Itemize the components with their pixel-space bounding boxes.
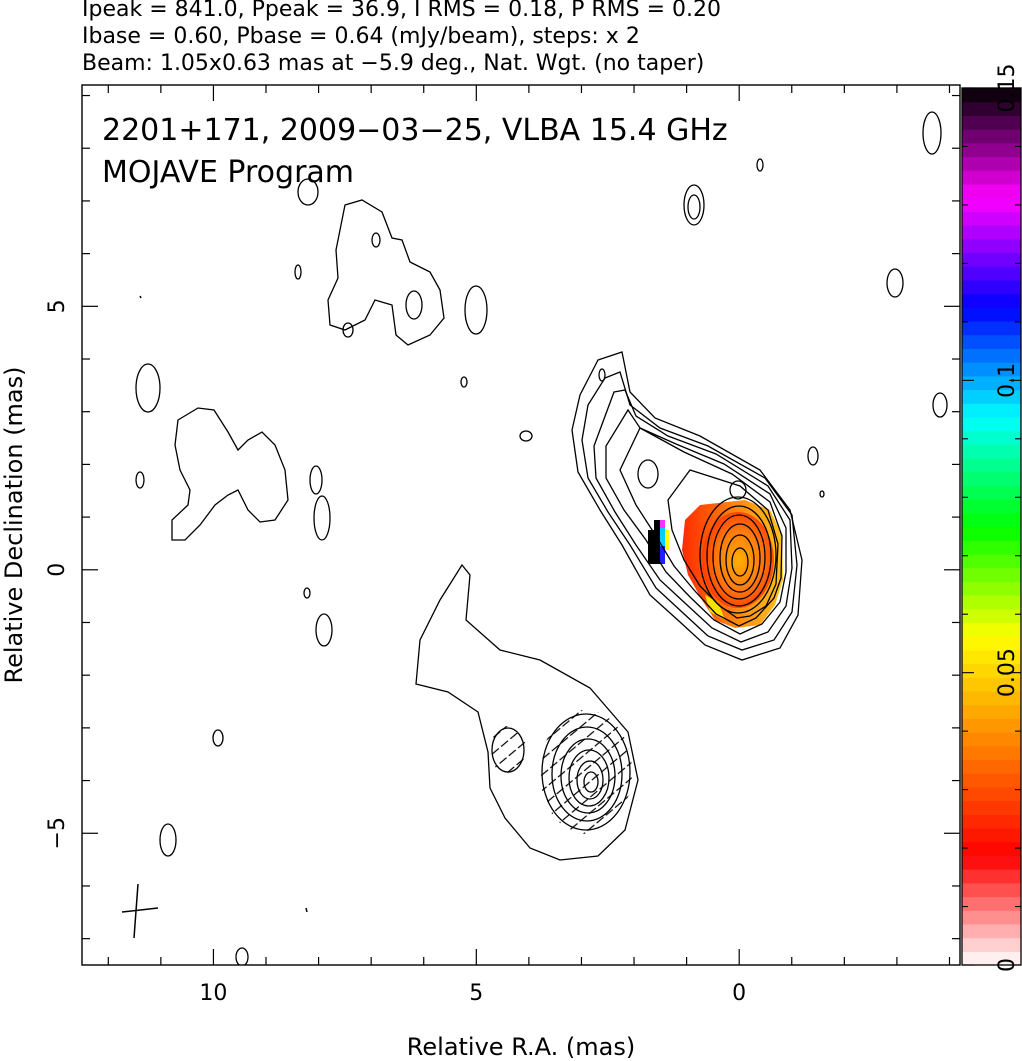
colorbar-step bbox=[962, 457, 1021, 473]
program-annotation: MOJAVE Program bbox=[102, 155, 354, 190]
colorbar-step bbox=[962, 869, 1021, 884]
colorbar-step bbox=[962, 937, 1021, 952]
colorbar-step bbox=[962, 923, 1021, 939]
colorbar-step bbox=[962, 266, 1021, 281]
total-intensity-contours bbox=[135, 111, 948, 965]
colorbar-step bbox=[962, 156, 1021, 171]
x-tick-label: 5 bbox=[469, 981, 483, 1006]
colorbar-step bbox=[962, 896, 1021, 911]
colorbar-step bbox=[962, 211, 1021, 226]
colorbar-step bbox=[962, 142, 1021, 158]
colorbar-step bbox=[962, 403, 1021, 418]
colorbar-step bbox=[962, 170, 1021, 185]
colorbar-tick-label: 0.05 bbox=[995, 648, 1020, 697]
colorbar-step bbox=[962, 320, 1021, 336]
colorbar-step bbox=[962, 512, 1021, 528]
axis-ticks bbox=[82, 85, 960, 965]
colorbar-step bbox=[962, 581, 1021, 596]
colorbar-step bbox=[962, 430, 1021, 445]
colorbar-step bbox=[962, 279, 1021, 295]
x-tick-labels: 10 5 0 bbox=[199, 981, 746, 1006]
header-line-1: Ipeak = 841.0, Ppeak = 36.9, I RMS = 0.1… bbox=[82, 0, 721, 22]
y-tick-label: 0 bbox=[45, 563, 70, 577]
plot-frame bbox=[81, 84, 961, 966]
colorbar-step bbox=[962, 910, 1021, 925]
colorbar-step bbox=[962, 786, 1021, 802]
colorbar-step bbox=[962, 389, 1021, 404]
polarization-color-map bbox=[648, 500, 783, 628]
colorbar-step bbox=[962, 540, 1021, 555]
colorbar-step bbox=[962, 499, 1021, 514]
colorbar-step bbox=[962, 636, 1021, 651]
colorbar-step bbox=[962, 115, 1021, 130]
colorbar-step bbox=[962, 595, 1021, 610]
colorbar-step bbox=[962, 88, 1021, 103]
colorbar-step bbox=[962, 608, 1021, 624]
colorbar-step bbox=[962, 718, 1021, 733]
y-tick-label: 5 bbox=[45, 299, 70, 313]
x-axis-title: Relative R.A. (mas) bbox=[407, 1033, 635, 1061]
colorbar-step bbox=[962, 444, 1021, 459]
header-line-3: Beam: 1.05x0.63 mas at −5.9 deg., Nat. W… bbox=[82, 51, 705, 76]
colorbar-step bbox=[962, 841, 1021, 856]
colorbar-step bbox=[962, 567, 1021, 582]
colorbar-step bbox=[962, 649, 1021, 665]
x-tick-label: 0 bbox=[732, 981, 746, 1006]
colorbar-step bbox=[962, 663, 1021, 678]
colorbar-step bbox=[962, 101, 1021, 117]
colorbar-step bbox=[962, 485, 1021, 500]
x-tick-label: 10 bbox=[199, 981, 227, 1006]
colorbar-step bbox=[962, 704, 1021, 719]
colorbar-step bbox=[962, 800, 1021, 815]
y-axis-title: Relative Declination (mas) bbox=[0, 366, 28, 683]
colorbar-step bbox=[962, 348, 1021, 363]
colorbar-step bbox=[962, 334, 1021, 349]
colorbar-step bbox=[962, 183, 1021, 199]
colorbar-step bbox=[962, 225, 1021, 240]
colorbar-step bbox=[962, 553, 1021, 569]
y-tick-label: −5 bbox=[45, 817, 70, 849]
colorbar-step bbox=[962, 951, 1021, 966]
colorbar-step bbox=[962, 362, 1021, 377]
colorbar-step bbox=[962, 732, 1021, 747]
colorbar-tick-label: 0.15 bbox=[995, 64, 1020, 113]
y-tick-labels: 5 0 −5 bbox=[45, 299, 70, 849]
colorbar-step bbox=[962, 526, 1021, 541]
colorbar-step bbox=[962, 622, 1021, 637]
colorbar-step bbox=[962, 855, 1021, 870]
colorbar-step bbox=[962, 197, 1021, 212]
colorbar-step bbox=[962, 129, 1021, 144]
colorbar-tick-label: 0.1 bbox=[995, 363, 1020, 398]
colorbar-step bbox=[962, 238, 1021, 254]
polarization-vectors bbox=[490, 710, 632, 834]
source-annotation: 2201+171, 2009−03−25, VLBA 15.4 GHz bbox=[102, 113, 728, 148]
colorbar-step bbox=[962, 416, 1021, 432]
colorbar-step bbox=[962, 677, 1021, 692]
colorbar-step bbox=[962, 882, 1021, 898]
colorbar-step bbox=[962, 759, 1021, 774]
colorbar-step bbox=[962, 471, 1021, 486]
colorbar-step bbox=[962, 745, 1021, 761]
colorbar-step bbox=[962, 690, 1021, 706]
beam-marker bbox=[121, 883, 159, 939]
colorbar-step bbox=[962, 773, 1021, 788]
colorbar-step bbox=[962, 814, 1021, 829]
colorbar: 0 0.05 0.1 0.15 bbox=[961, 64, 1022, 972]
colorbar-step bbox=[962, 375, 1021, 391]
colorbar-step bbox=[962, 307, 1021, 322]
header-line-2: Ibase = 0.60, Pbase = 0.64 (mJy/beam), s… bbox=[82, 24, 640, 49]
colorbar-step bbox=[962, 827, 1021, 843]
colorbar-step bbox=[962, 293, 1021, 308]
colorbar-step bbox=[962, 252, 1021, 267]
colorbar-tick-label: 0 bbox=[995, 958, 1020, 972]
